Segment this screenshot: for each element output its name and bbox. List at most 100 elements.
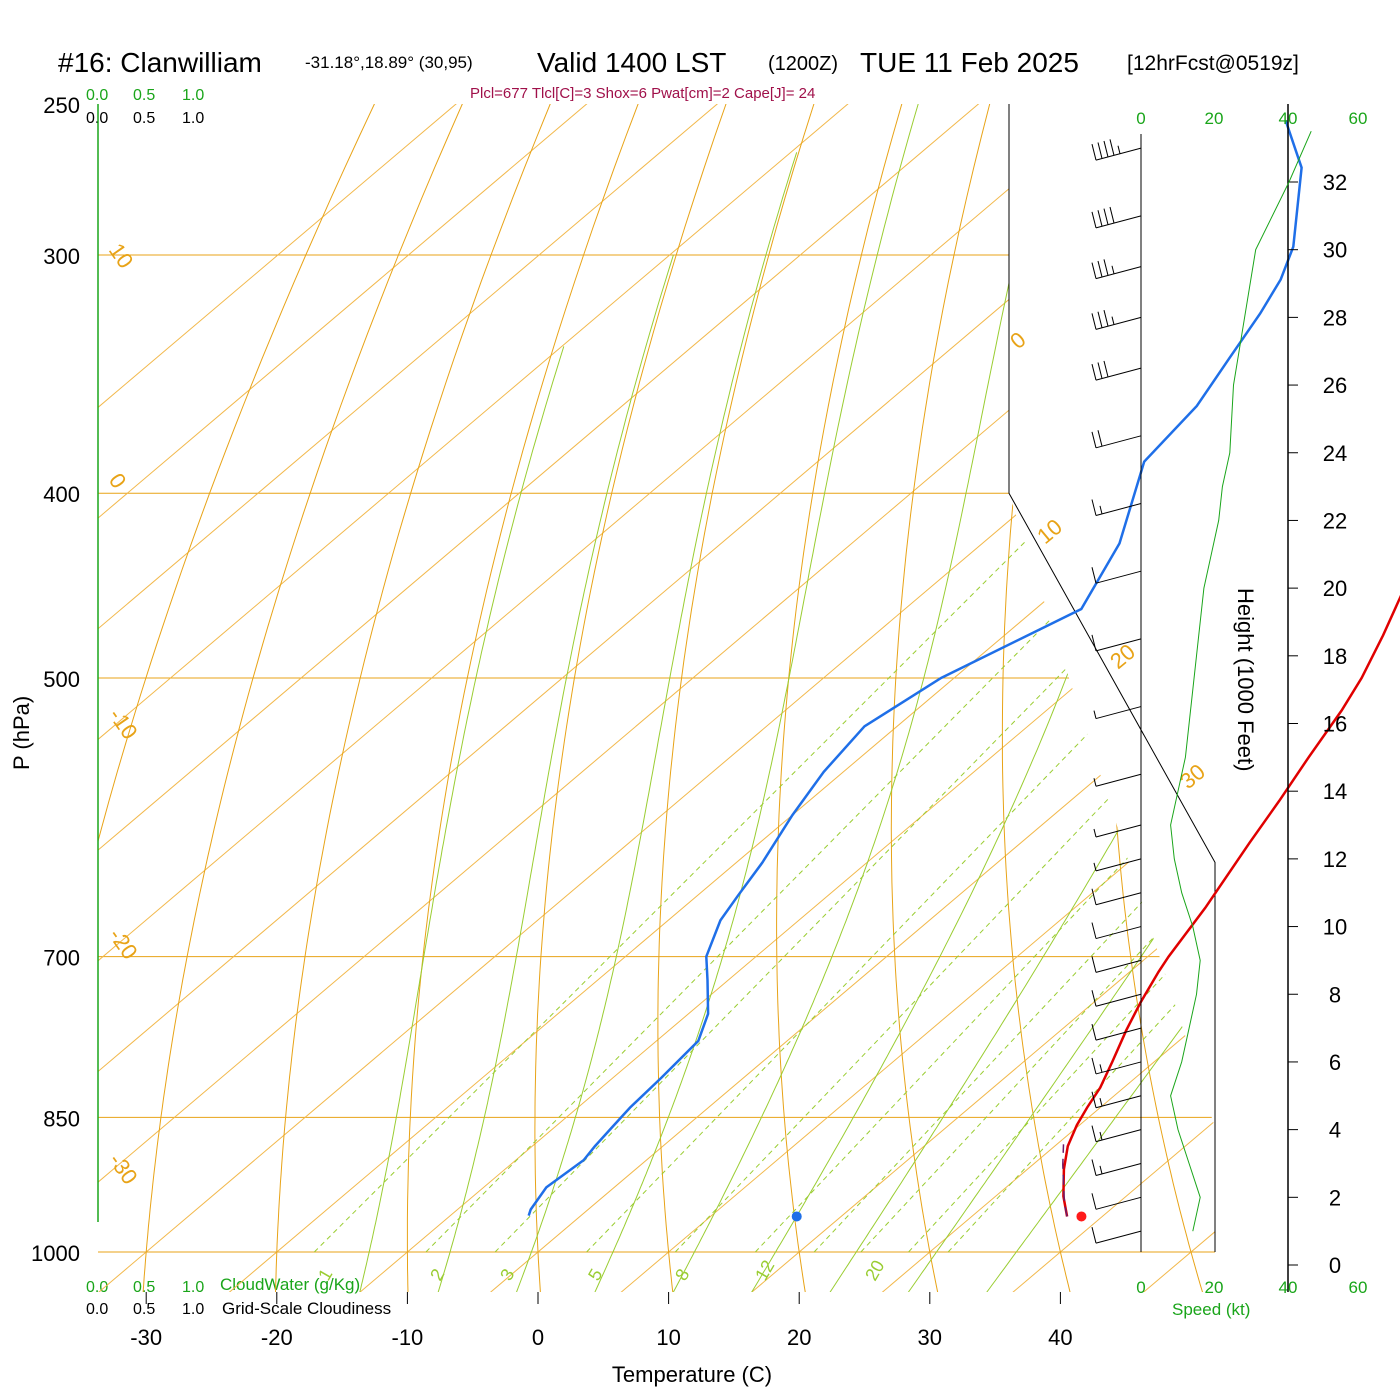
temp-tick-label: 30 <box>918 1325 942 1350</box>
isotherm-line <box>98 104 758 1292</box>
barb-half <box>1093 828 1097 838</box>
pressure-tick-label: 1000 <box>31 1241 80 1266</box>
cw-btick-2: 1.0 <box>182 1279 204 1296</box>
barb-half <box>1111 265 1115 274</box>
barb-staff <box>1095 926 1142 940</box>
moist-adiabat <box>437 254 674 1292</box>
barb-staff <box>1095 1196 1142 1210</box>
dry-adiabat <box>275 104 565 1292</box>
mixing-ratio-label: 3 <box>496 1265 518 1284</box>
cloudwater-label: CloudWater (g/Kg) <box>220 1275 360 1294</box>
temperature-profile <box>1062 594 1400 1217</box>
isotherm-line <box>1143 104 1215 1292</box>
barb-half <box>1099 1131 1103 1141</box>
barb-flag <box>1103 208 1109 225</box>
wind-barb <box>1091 990 1142 1007</box>
barb-half <box>1093 862 1097 871</box>
height-tick-label: 12 <box>1323 847 1347 872</box>
barb-flag <box>1091 1159 1097 1176</box>
wind-speed-line <box>1170 130 1312 1232</box>
wind-barb <box>1093 773 1142 787</box>
dry-adiabat-label: 30 <box>1175 759 1210 794</box>
cloudwater-scale-top: 0.0 0.5 1.0 0.0 0.5 1.0 <box>86 87 204 127</box>
plot-frame <box>97 104 1216 1252</box>
zulu-time: (1200Z) <box>768 53 838 75</box>
barb-flag <box>1097 142 1103 159</box>
wind-barb <box>1091 1193 1142 1210</box>
height-tick-label: 28 <box>1323 305 1347 330</box>
moist-adiabat <box>751 104 1215 1292</box>
barb-flag <box>1097 362 1103 379</box>
mixing-ratio-label: 8 <box>671 1265 693 1284</box>
barb-staff <box>1095 503 1142 516</box>
barb-flag <box>1109 206 1115 224</box>
wind-barb <box>1093 824 1142 838</box>
barb-flag <box>1097 210 1103 227</box>
isotherm-label: 0 <box>104 469 132 493</box>
forecast-info: [12hrFcst@0519z] <box>1127 52 1299 75</box>
speed-tick-bottom: 20 <box>1205 1278 1224 1297</box>
barb-half <box>1093 778 1097 787</box>
mixing-ratio-line <box>674 492 1215 1253</box>
height-tick-label: 22 <box>1323 508 1347 533</box>
cw-btick-1: 0.5 <box>133 1279 155 1296</box>
barb-half <box>1099 1165 1103 1174</box>
station-title: #16: Clanwilliam <box>58 47 262 78</box>
dry-adiabat <box>534 104 739 1292</box>
barb-flag <box>1103 259 1109 276</box>
pressure-tick-label: 400 <box>43 482 80 507</box>
barb-staff <box>1095 892 1142 906</box>
mixing-ratio-line <box>313 492 1075 1253</box>
dry-adiabat <box>142 104 478 1292</box>
temp-tick-label: 10 <box>656 1325 680 1350</box>
mixing-ratio-line <box>754 492 1215 1253</box>
height-tick-label: 0 <box>1329 1253 1341 1278</box>
dry-adiabat <box>1109 104 1204 1292</box>
speed-tick-top: 0 <box>1136 109 1145 128</box>
dry-adiabat <box>1213 104 1215 1292</box>
mixing-ratio-line <box>813 492 1215 1253</box>
isotherm-line <box>751 104 1215 1292</box>
barb-flag <box>1091 1125 1097 1142</box>
wind-barb <box>1091 888 1142 906</box>
speed-tick-top: 20 <box>1205 109 1224 128</box>
wind-barb <box>1091 139 1142 161</box>
wind-barb <box>1093 706 1142 720</box>
barb-flag <box>1091 364 1097 381</box>
wind-barb <box>1091 206 1142 229</box>
moist-adiabat <box>907 104 1215 1292</box>
isotherm-line <box>98 104 1215 1292</box>
cw-tick-0: 0.0 <box>86 87 108 104</box>
barb-flag <box>1091 211 1097 228</box>
cl-tick-1: 0.5 <box>133 110 155 127</box>
speed-tick-bottom: 0 <box>1136 1278 1145 1297</box>
barb-flag <box>1091 634 1097 652</box>
isotherm-line <box>620 104 1215 1292</box>
isotherm-line <box>228 104 1215 1292</box>
barb-flag <box>1109 139 1115 156</box>
isotherm-line <box>98 104 497 1292</box>
isotherm-label: -10 <box>104 704 143 744</box>
isotherm-line <box>98 104 889 1292</box>
pressure-tick-label: 700 <box>43 946 80 971</box>
barb-flag <box>1091 888 1097 905</box>
cloudwater-scale-bottom: 0.0 0.5 1.0 CloudWater (g/Kg) 0.0 0.5 1.… <box>86 1275 391 1318</box>
parcel-profile <box>1062 1144 1068 1217</box>
barb-flag <box>1091 990 1097 1007</box>
barb-staff <box>1095 435 1142 449</box>
wind-barb <box>1091 259 1142 280</box>
barb-flag <box>1091 262 1097 279</box>
barb-flag <box>1091 567 1097 584</box>
barb-flag <box>1091 1057 1097 1075</box>
temp-tick-label: 0 <box>532 1325 544 1350</box>
barb-staff <box>1095 959 1142 973</box>
dry-adiabat <box>98 104 392 1292</box>
cloudiness-label: Grid-Scale Cloudiness <box>222 1299 391 1318</box>
barb-flag <box>1091 1227 1097 1244</box>
valid-time: Valid 1400 LST <box>537 47 726 78</box>
barb-half <box>1099 505 1103 515</box>
isotherm-line <box>98 104 1019 1292</box>
dry-adiabat <box>657 104 826 1292</box>
barb-staff <box>1095 824 1142 838</box>
